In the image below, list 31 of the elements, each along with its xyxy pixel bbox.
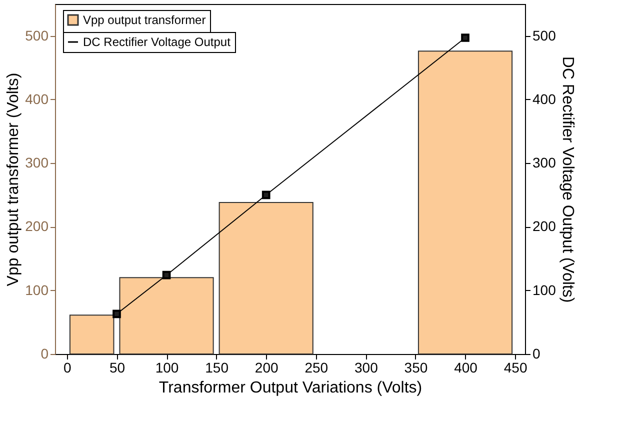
y2-tick-label: 500 [532,27,556,44]
y-axis-title: Vpp output transformer (Volts) [5,72,22,286]
x-tick-label: 200 [254,360,278,376]
x-tick-label: 50 [109,360,126,376]
legend-label: Vpp output transformer [83,13,206,27]
y-tick-label: 200 [25,218,49,234]
x-tick-label: 450 [504,360,528,376]
y-tick-label: 400 [25,90,49,107]
y2-tick-label: 0 [532,346,540,362]
y-tick-label: 300 [25,154,49,171]
point [262,190,270,200]
y2-tick-label: 100 [532,282,556,298]
x-tick-label: 350 [404,360,428,376]
y-tick-label: 0 [40,346,49,362]
x-tick-label: 100 [155,360,179,376]
y2-axis-title: DC Rectifier Voltage Output (Volts) [558,56,576,303]
x-tick-label: 300 [354,360,378,376]
x-axis-title: Transformer Output Variations (Volts) [158,380,422,396]
y2-tick-label: 400 [532,90,556,107]
x-tick-label: 150 [205,360,229,376]
y2-tick-label: 200 [532,218,556,234]
x-tick-label: 400 [454,360,478,376]
point [112,310,121,318]
y2-tick-label: 300 [532,154,556,171]
point [162,270,171,280]
point [461,34,470,42]
y-tick-label: 100 [25,282,49,298]
y-tick-label: 500 [25,27,49,44]
x-tick-label: 0 [64,360,72,376]
x-tick-label: 250 [304,360,328,376]
legend-label: DC Rectifier Voltage Output [83,35,232,49]
